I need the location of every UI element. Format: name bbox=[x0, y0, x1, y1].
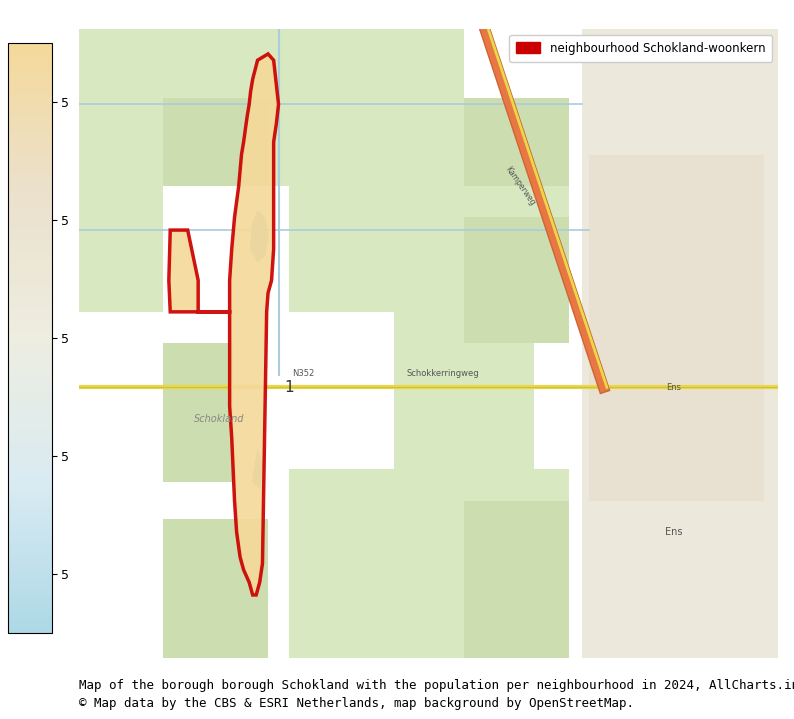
Text: Schokkerringweg: Schokkerringweg bbox=[407, 369, 479, 378]
Text: © Map data by the CBS & ESRI Netherlands, map background by OpenStreetMap.: © Map data by the CBS & ESRI Netherlands… bbox=[79, 697, 634, 710]
Bar bbox=[394, 312, 534, 470]
Text: 1: 1 bbox=[284, 380, 294, 395]
Text: N352: N352 bbox=[292, 369, 314, 378]
Text: Schokland: Schokland bbox=[194, 414, 245, 423]
Bar bbox=[289, 470, 569, 658]
Bar bbox=[583, 29, 778, 658]
Polygon shape bbox=[251, 211, 268, 262]
Bar bbox=[164, 519, 268, 658]
Text: Kamperweg: Kamperweg bbox=[503, 165, 536, 207]
Bar bbox=[164, 98, 268, 186]
Text: Ens: Ens bbox=[666, 383, 680, 392]
Text: Ens: Ens bbox=[665, 527, 682, 537]
Bar bbox=[464, 98, 569, 186]
Bar bbox=[79, 29, 464, 186]
Bar bbox=[589, 155, 764, 500]
Bar bbox=[289, 186, 569, 312]
Bar bbox=[464, 500, 569, 658]
Bar bbox=[79, 186, 164, 312]
Legend: neighbourhood Schokland-woonkern: neighbourhood Schokland-woonkern bbox=[510, 35, 773, 62]
Polygon shape bbox=[169, 54, 279, 595]
Text: Map of the borough borough Schokland with the population per neighbourhood in 20: Map of the borough borough Schokland wit… bbox=[79, 679, 794, 692]
Polygon shape bbox=[252, 450, 263, 488]
Bar bbox=[164, 344, 233, 482]
Bar bbox=[464, 217, 569, 344]
